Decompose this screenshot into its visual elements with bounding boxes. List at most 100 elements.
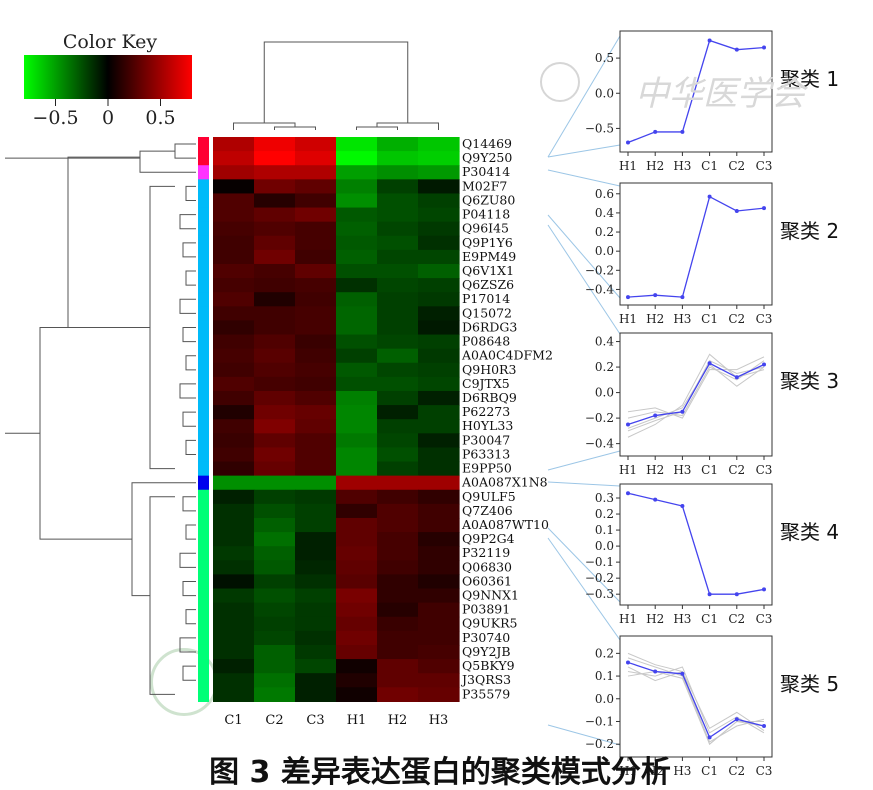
x-tick-label: C1 bbox=[701, 312, 718, 326]
y-tick-label: 0.4 bbox=[595, 335, 614, 349]
heatmap-cell bbox=[213, 221, 255, 237]
heatmap-cell bbox=[418, 348, 460, 364]
cluster-color-bar-segment bbox=[198, 687, 209, 702]
cluster-color-bar-segment bbox=[198, 433, 209, 449]
heatmap-cell bbox=[377, 221, 419, 237]
heatmap-cell bbox=[295, 447, 337, 463]
mean-point bbox=[734, 47, 739, 52]
y-tick-label: 0.1 bbox=[595, 523, 614, 537]
heatmap-row-label: P35579 bbox=[462, 686, 510, 701]
mean-series-line bbox=[627, 492, 765, 595]
heatmap-cell bbox=[213, 673, 255, 688]
mean-point bbox=[680, 129, 685, 134]
heatmap-cell bbox=[295, 165, 337, 180]
heatmap-cell bbox=[418, 433, 460, 449]
heatmap-cell bbox=[213, 376, 255, 392]
mean-series-line bbox=[627, 39, 765, 144]
heatmap-row-label: Q9ULF5 bbox=[462, 489, 516, 504]
x-tick-label: C1 bbox=[701, 159, 718, 173]
mean-point bbox=[626, 140, 630, 145]
heatmap-cell bbox=[336, 165, 378, 180]
heatmap-row-label: O60361 bbox=[462, 573, 512, 588]
heatmap-cell bbox=[336, 221, 378, 237]
heatmap-cell bbox=[336, 390, 378, 406]
y-tick-label: 0.0 bbox=[595, 244, 614, 258]
cluster-color-bar-segment bbox=[198, 644, 209, 660]
mean-point bbox=[680, 409, 685, 414]
mean-point bbox=[707, 194, 712, 199]
mean-point bbox=[653, 669, 658, 674]
heatmap-cell bbox=[295, 193, 337, 209]
heatmap-cell bbox=[377, 235, 419, 251]
heatmap-row-label: P30740 bbox=[462, 630, 510, 645]
heatmap-cell bbox=[213, 405, 255, 420]
heatmap-cell bbox=[295, 489, 337, 505]
heatmap-cell bbox=[418, 602, 460, 618]
heatmap-cell bbox=[295, 687, 337, 702]
color-key-tick-label: 0.5 bbox=[145, 107, 175, 129]
heatmap-cell bbox=[213, 193, 255, 209]
color-key-gradient bbox=[24, 55, 192, 99]
heatmap-cell bbox=[295, 278, 337, 293]
heatmap-cell bbox=[213, 602, 255, 618]
cluster-label: 聚类 2 bbox=[780, 219, 839, 243]
heatmap-cell bbox=[377, 151, 419, 166]
mean-series-line bbox=[627, 362, 765, 426]
panel-frame bbox=[619, 483, 773, 606]
heatmap-cell bbox=[418, 376, 460, 392]
y-tick-label: 0.2 bbox=[595, 646, 614, 660]
cluster-color-bar-segment bbox=[198, 461, 209, 477]
y-tick-label: −0.3 bbox=[585, 587, 614, 601]
heatmap-cell bbox=[418, 306, 460, 322]
heatmap-cell bbox=[377, 461, 419, 477]
heatmap-row-label: E9PM49 bbox=[462, 249, 516, 264]
heatmap-cell bbox=[295, 644, 337, 660]
heatmap-cell bbox=[254, 574, 296, 590]
heatmap-row-label: P03891 bbox=[462, 602, 510, 617]
y-tick-label: 0.0 bbox=[595, 539, 614, 553]
mean-point bbox=[653, 413, 658, 418]
heatmap-column-label: C2 bbox=[265, 713, 283, 728]
heatmap-cell bbox=[377, 489, 419, 505]
heatmap-cell bbox=[254, 292, 296, 307]
heatmap-cell bbox=[336, 560, 378, 576]
heatmap-cell bbox=[254, 560, 296, 576]
heatmap-cell bbox=[213, 292, 255, 307]
heatmap-cell bbox=[254, 489, 296, 505]
cluster-color-bar-segment bbox=[198, 221, 209, 237]
heatmap-cell bbox=[377, 320, 419, 336]
heatmap-cell bbox=[418, 292, 460, 307]
heatmap-cell bbox=[418, 673, 460, 688]
cluster-color-bar-segment bbox=[198, 376, 209, 392]
heatmap-cell bbox=[336, 602, 378, 618]
heatmap-cell bbox=[418, 630, 460, 646]
heatmap-cell bbox=[418, 278, 460, 293]
cluster-label: 聚类 4 bbox=[780, 520, 839, 544]
y-tick-label: 0.5 bbox=[595, 51, 614, 65]
heatmap-cell bbox=[295, 405, 337, 420]
heatmap-cell bbox=[295, 503, 337, 519]
heatmap-row-label: M02F7 bbox=[462, 178, 507, 193]
heatmap-cell bbox=[254, 475, 296, 491]
heatmap-cell bbox=[336, 503, 378, 519]
heatmap-cell bbox=[336, 249, 378, 265]
heatmap-cell bbox=[213, 560, 255, 576]
row-dendrogram bbox=[5, 143, 196, 695]
heatmap-cell bbox=[377, 447, 419, 463]
cluster-color-bar-segment bbox=[198, 546, 209, 561]
y-tick-label: 0.4 bbox=[595, 206, 614, 220]
x-tick-label: H1 bbox=[619, 612, 637, 626]
column-dendrogram bbox=[233, 41, 439, 130]
cluster-color-bar-segment bbox=[198, 137, 209, 152]
heatmap-cell bbox=[254, 306, 296, 322]
heatmap-column-label: C3 bbox=[306, 713, 324, 728]
y-tick-label: −0.4 bbox=[585, 282, 615, 296]
heatmap-cell bbox=[377, 588, 419, 604]
heatmap-cell bbox=[295, 320, 337, 336]
heatmap-cell bbox=[213, 461, 255, 477]
mean-point bbox=[707, 38, 712, 43]
heatmap-cell bbox=[213, 517, 255, 533]
y-tick-label: 0.2 bbox=[595, 360, 614, 374]
heatmap-cell bbox=[254, 644, 296, 660]
